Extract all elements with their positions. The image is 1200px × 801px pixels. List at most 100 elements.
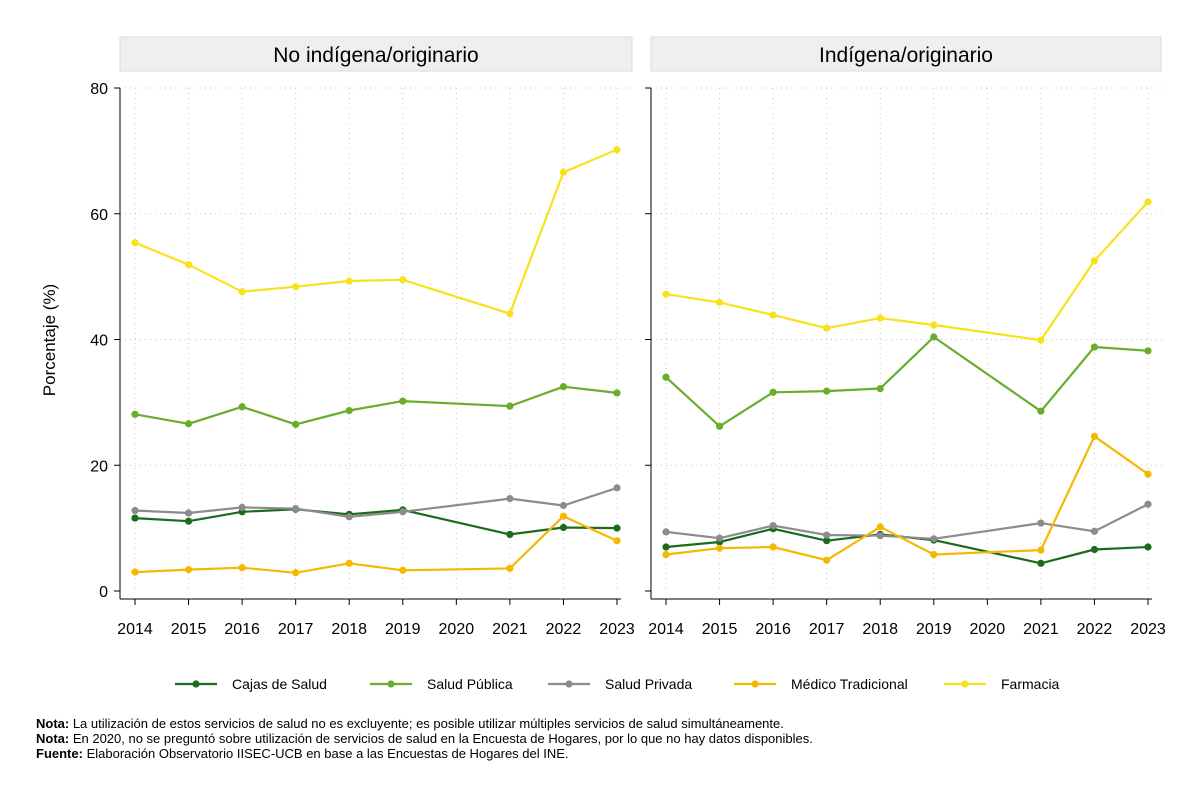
data-point <box>238 403 246 411</box>
x-tick-label: 2015 <box>171 621 207 638</box>
data-point <box>930 333 938 341</box>
data-point <box>1090 343 1099 351</box>
data-point <box>662 373 670 381</box>
legend-label: Salud Privada <box>605 676 692 692</box>
data-point <box>184 420 193 428</box>
legend-marker <box>192 680 200 688</box>
data-point <box>662 543 670 551</box>
data-point <box>184 509 193 517</box>
x-tick-label: 2015 <box>702 621 738 638</box>
x-tick-label: 2018 <box>862 621 898 638</box>
x-tick-label: 2018 <box>331 621 367 638</box>
y-tick-label: 20 <box>90 458 108 475</box>
source-label: Fuente: <box>36 746 83 761</box>
x-tick-label: 2021 <box>492 621 528 638</box>
x-tick-label: 2014 <box>648 621 684 638</box>
data-point <box>131 568 139 576</box>
data-point <box>238 288 246 296</box>
legend-label: Salud Pública <box>427 676 513 692</box>
data-point <box>876 314 884 322</box>
panel-header <box>119 36 633 72</box>
data-point <box>613 537 621 545</box>
data-point <box>1090 527 1099 535</box>
panel-header <box>650 36 1162 72</box>
note-2-label: Nota: <box>36 731 70 746</box>
x-tick-label: 2023 <box>599 621 635 638</box>
source-note: Fuente: Elaboración Observatorio IISEC-U… <box>36 746 813 761</box>
data-point <box>613 524 621 532</box>
legend-marker <box>751 680 759 688</box>
data-point <box>399 508 407 516</box>
footnotes: Nota: La utilización de estos servicios … <box>36 716 813 761</box>
series-line <box>134 148 618 315</box>
data-point <box>613 389 621 397</box>
data-point <box>559 168 568 176</box>
data-point <box>613 146 621 154</box>
y-tick-label: 80 <box>90 81 108 98</box>
data-point <box>715 298 724 307</box>
data-point <box>823 387 831 395</box>
data-point <box>1144 470 1152 478</box>
data-point <box>876 532 884 540</box>
data-point <box>930 535 938 543</box>
source-text: Elaboración Observatorio IISEC-UCB en ba… <box>82 746 569 761</box>
legend-marker <box>961 680 969 688</box>
note-1-text: La utilización de estos servicios de sal… <box>69 716 784 731</box>
data-point <box>131 514 139 522</box>
data-point <box>1090 257 1099 265</box>
data-point <box>399 566 407 574</box>
note-1: Nota: La utilización de estos servicios … <box>36 716 813 731</box>
data-point <box>662 290 670 298</box>
data-point <box>345 406 353 415</box>
x-tick-label: 2020 <box>970 621 1006 638</box>
data-point <box>823 531 831 539</box>
data-point <box>559 512 568 520</box>
data-point <box>559 383 568 391</box>
data-point <box>345 559 353 567</box>
data-point <box>1144 198 1152 206</box>
y-tick-label: 40 <box>90 333 108 350</box>
data-point <box>506 402 514 410</box>
data-point <box>662 550 670 559</box>
note-2: Nota: En 2020, no se preguntó sobre util… <box>36 731 813 746</box>
series-line <box>134 508 618 536</box>
legend-marker <box>565 680 573 688</box>
data-point <box>292 283 300 291</box>
x-tick-label: 2016 <box>755 621 791 638</box>
legend: Cajas de Salud Salud Pública Salud Privada… <box>175 676 1060 692</box>
data-point <box>292 420 300 428</box>
series-line <box>665 503 1149 540</box>
panel-2: Indígena/originario 2014 2015 2016 2017 2018 2… <box>645 36 1166 638</box>
data-point <box>1037 546 1045 554</box>
panel-title: Indígena/originario <box>819 44 993 67</box>
data-point <box>769 311 777 319</box>
data-point <box>1144 347 1152 355</box>
legend-label: Cajas de Salud <box>232 676 327 692</box>
x-tick-label: 2017 <box>278 621 314 638</box>
data-point <box>823 324 831 332</box>
data-point <box>823 537 831 545</box>
x-tick-label: 2022 <box>546 621 582 638</box>
data-point <box>559 501 568 510</box>
data-point <box>184 261 193 269</box>
data-point <box>1037 407 1045 415</box>
data-point <box>930 321 938 329</box>
data-point <box>823 556 831 564</box>
data-point <box>715 534 724 542</box>
data-point <box>506 310 514 318</box>
x-tick-label: 2019 <box>916 621 952 638</box>
data-point <box>184 517 193 525</box>
data-point <box>131 239 139 247</box>
data-point <box>238 564 246 572</box>
data-point <box>876 384 884 393</box>
data-point <box>613 484 621 492</box>
line-chart: Porcentaje (%) No indígena/originario 0 20 4… <box>40 36 1166 692</box>
data-point <box>184 566 193 574</box>
data-point <box>345 513 353 521</box>
note-2-text: En 2020, no se preguntó sobre utilizació… <box>69 731 813 746</box>
data-point <box>506 530 514 539</box>
y-tick-label: 60 <box>90 207 108 224</box>
data-point <box>1090 432 1099 440</box>
data-point <box>769 522 777 530</box>
